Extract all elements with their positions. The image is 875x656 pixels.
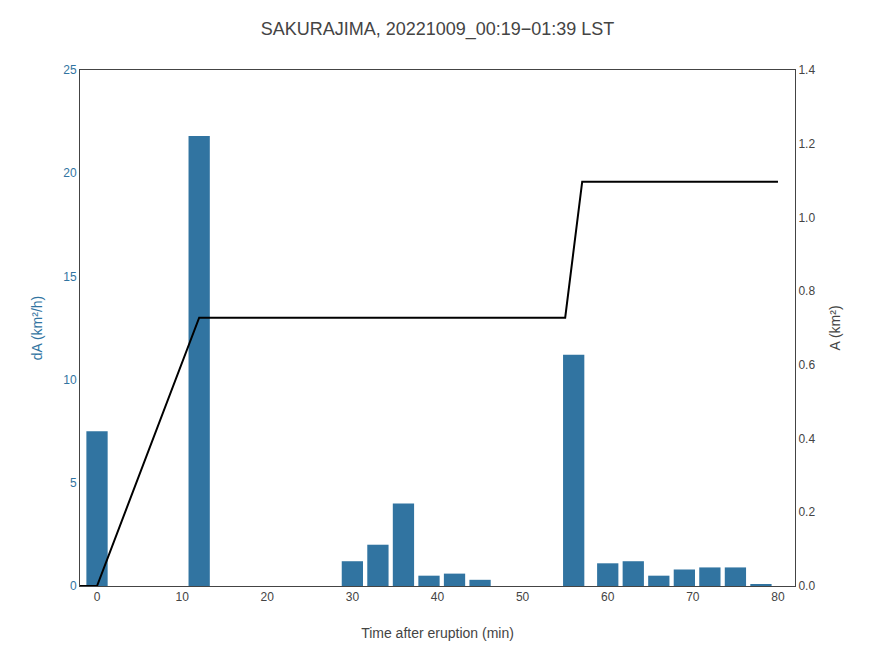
svg-text:15: 15 [63, 270, 77, 284]
svg-text:50: 50 [516, 590, 530, 604]
svg-text:60: 60 [601, 590, 615, 604]
svg-text:5: 5 [70, 476, 77, 490]
svg-text:SAKURAJIMA, 20221009_00:19−01:: SAKURAJIMA, 20221009_00:19−01:39 LST [261, 19, 615, 40]
svg-text:1.4: 1.4 [798, 63, 815, 77]
svg-text:0.6: 0.6 [798, 358, 815, 372]
svg-text:40: 40 [431, 590, 445, 604]
svg-text:10: 10 [175, 590, 189, 604]
svg-text:1.0: 1.0 [798, 211, 815, 225]
svg-text:10: 10 [63, 373, 77, 387]
svg-text:0: 0 [94, 590, 101, 604]
svg-text:0: 0 [70, 579, 77, 593]
svg-text:30: 30 [346, 590, 360, 604]
svg-text:0.0: 0.0 [798, 579, 815, 593]
svg-text:20: 20 [261, 590, 275, 604]
svg-text:0.4: 0.4 [798, 432, 815, 446]
svg-text:dA (km²/h): dA (km²/h) [29, 296, 45, 361]
svg-text:0.2: 0.2 [798, 505, 815, 519]
svg-text:Time after eruption (min): Time after eruption (min) [361, 625, 514, 641]
svg-text:25: 25 [63, 63, 77, 77]
svg-text:20: 20 [63, 166, 77, 180]
svg-text:70: 70 [686, 590, 700, 604]
svg-text:1.2: 1.2 [798, 137, 815, 151]
svg-text:0.8: 0.8 [798, 284, 815, 298]
svg-text:80: 80 [771, 590, 785, 604]
svg-text:A (km²): A (km²) [827, 305, 843, 350]
